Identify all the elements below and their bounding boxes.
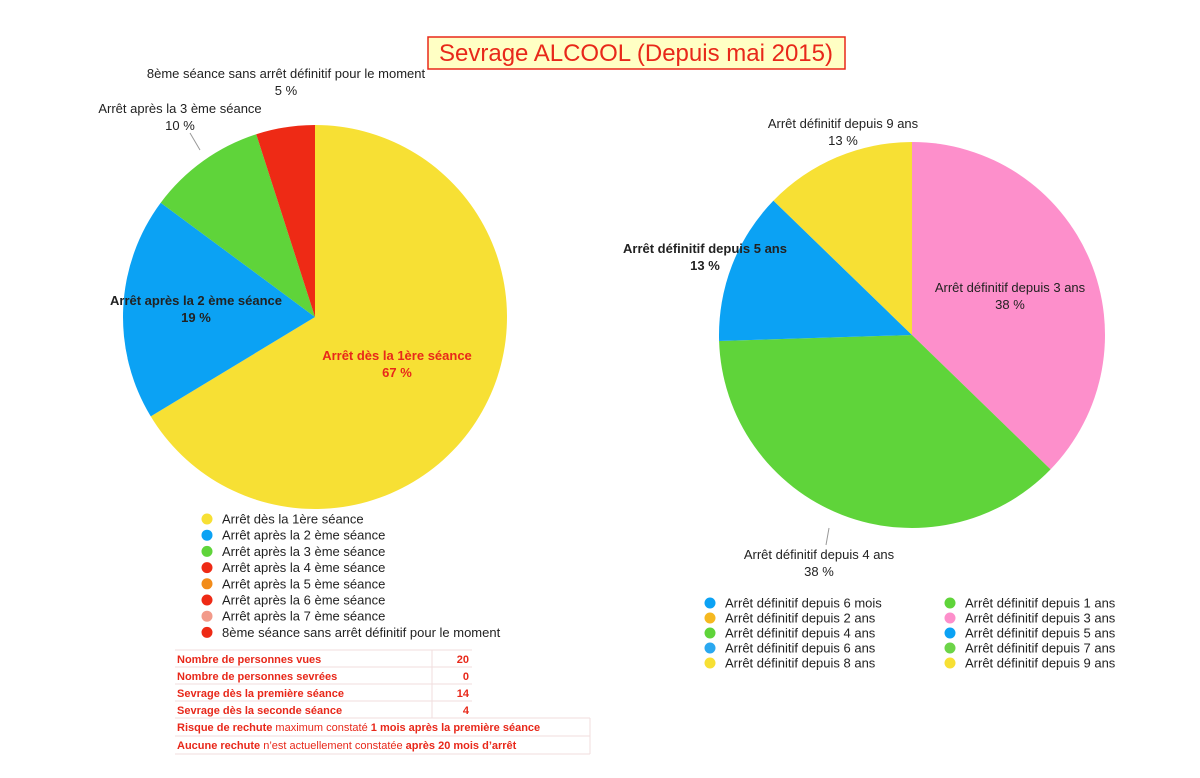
legend-marker — [201, 529, 213, 541]
slice-label: Arrêt après la 2 ème séance — [110, 293, 282, 308]
slice-label: Arrêt dès la 1ère séance — [322, 348, 472, 363]
table-value: 0 — [463, 671, 469, 683]
pie-slice — [160, 134, 315, 317]
legend-marker — [704, 627, 716, 639]
legend-label: Arrêt définitif depuis 6 mois — [725, 596, 882, 611]
legend-label: Arrêt définitif depuis 7 ans — [965, 641, 1116, 656]
legend-marker — [704, 597, 716, 609]
slice-label: Arrêt définitif depuis 3 ans — [935, 280, 1086, 295]
legend-label: Arrêt définitif depuis 2 ans — [725, 611, 876, 626]
table-label: Sevrage dès la seconde séance — [177, 705, 342, 717]
slice-label: 8ème séance sans arrêt définitif pour le… — [147, 66, 426, 81]
slice-value-label: 10 % — [165, 118, 195, 133]
slice-label: Arrêt définitif depuis 5 ans — [623, 241, 787, 256]
legend-marker — [944, 657, 956, 669]
table-label: Nombre de personnes sevrées — [177, 671, 337, 683]
legend-label: Arrêt définitif depuis 3 ans — [965, 611, 1116, 626]
legend-marker — [944, 627, 956, 639]
legend-label: Arrêt après la 3 ème séance — [222, 544, 385, 559]
slice-value-label: 13 % — [828, 133, 858, 148]
legend-marker — [201, 578, 213, 590]
title: Sevrage ALCOOL (Depuis mai 2015) — [439, 40, 833, 67]
pie-slice — [719, 200, 912, 341]
legend-marker — [201, 610, 213, 622]
pie-slice — [256, 125, 315, 317]
legend-marker — [704, 657, 716, 669]
legend-label: Arrêt après la 4 ème séance — [222, 560, 385, 575]
note-part: après 20 mois d’arrêt — [406, 740, 517, 752]
legend-label: Arrêt définitif depuis 9 ans — [965, 656, 1116, 671]
legend-label: Arrêt définitif depuis 6 ans — [725, 641, 876, 656]
legend-marker — [201, 545, 213, 557]
pie-slice — [150, 125, 507, 510]
legend-label: Arrêt après la 6 ème séance — [222, 593, 385, 608]
pie-slice — [122, 202, 315, 417]
slice-value-label: 67 % — [382, 365, 412, 380]
note: Aucune rechute n’est actuellement consta… — [177, 740, 517, 752]
table-value: 14 — [457, 688, 470, 700]
title-box — [427, 36, 846, 70]
legend-label: Arrêt définitif depuis 1 ans — [965, 596, 1116, 611]
leader-line — [189, 132, 201, 151]
legend-marker — [944, 642, 956, 654]
legend-marker — [201, 594, 213, 606]
pie-slice — [719, 335, 1051, 528]
note-part: Risque de rechute — [177, 722, 272, 734]
legend-marker — [201, 626, 213, 638]
legend-label: Arrêt dès la 1ère séance — [222, 512, 364, 527]
legend-label: Arrêt définitif depuis 4 ans — [725, 626, 876, 641]
note: Risque de rechute maximum constaté 1 moi… — [177, 722, 540, 734]
legend-label: Arrêt après la 7 ème séance — [222, 609, 385, 624]
legend-marker — [944, 612, 956, 624]
note-part: 1 mois après la première séance — [371, 722, 540, 734]
legend-marker — [201, 562, 213, 574]
table-label: Nombre de personnes vues — [177, 654, 321, 666]
note-part: maximum constaté — [272, 722, 370, 734]
legend-marker — [944, 597, 956, 609]
note-part: Aucune rechute — [177, 740, 260, 752]
slice-value-label: 5 % — [275, 83, 298, 98]
slice-value-label: 38 % — [804, 564, 834, 579]
leader-line — [825, 527, 830, 546]
slice-label: Arrêt après la 3 ème séance — [98, 101, 261, 116]
legend-label: Arrêt définitif depuis 8 ans — [725, 656, 876, 671]
slice-value-label: 13 % — [690, 258, 720, 273]
legend-marker — [704, 642, 716, 654]
slice-label: Arrêt définitif depuis 4 ans — [744, 547, 895, 562]
slice-value-label: 19 % — [181, 310, 211, 325]
slice-label: Arrêt définitif depuis 9 ans — [768, 116, 919, 131]
pie-slice — [912, 142, 1105, 470]
note-part: n’est actuellement constatée — [260, 740, 406, 752]
slice-value-label: 38 % — [995, 297, 1025, 312]
table-value: 20 — [457, 654, 469, 666]
pie-slice — [773, 200, 912, 335]
legend-marker — [201, 513, 213, 525]
table: Risque de rechute maximum constaté 1 moi… — [175, 649, 591, 755]
legend-marker — [704, 612, 716, 624]
table-value: 4 — [463, 705, 470, 717]
legend-label: 8ème séance sans arrêt définitif pour le… — [222, 625, 501, 640]
table-label: Sevrage dès la première séance — [177, 688, 344, 700]
pie-slice — [773, 142, 912, 335]
legend-label: Arrêt définitif depuis 5 ans — [965, 626, 1116, 641]
legend-label: Arrêt après la 2 ème séance — [222, 528, 385, 543]
legend-label: Arrêt après la 5 ème séance — [222, 576, 385, 591]
